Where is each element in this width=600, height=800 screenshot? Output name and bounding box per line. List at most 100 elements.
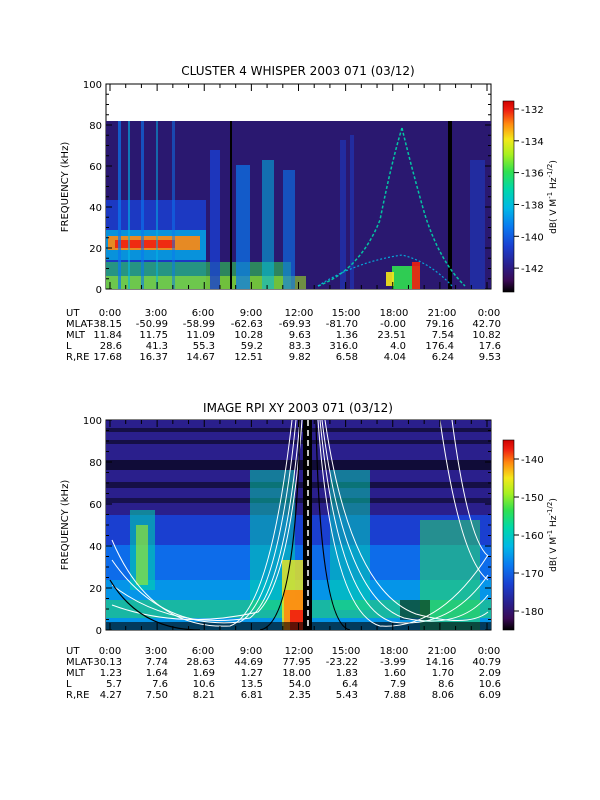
resonance-curve — [111, 420, 301, 622]
y-tick-label: 100 — [83, 80, 102, 91]
ephemeris-value: 5.43 — [336, 690, 358, 701]
colorbar-tick-label: -132 — [521, 105, 544, 116]
ephemeris-value: 17.6 — [479, 341, 501, 352]
y-tick-label: 20 — [89, 584, 102, 595]
ephemeris-value: 7.50 — [146, 690, 168, 701]
ephemeris-value: 11.09 — [186, 330, 215, 341]
ephemeris-value: -62.63 — [231, 319, 263, 330]
emission-band — [136, 525, 148, 585]
ephemeris-value: 41.3 — [146, 341, 168, 352]
colorbar-ticks: -132 -134 -136 -138 -140 -142 — [514, 105, 544, 275]
spectrogram — [106, 420, 491, 630]
y-tick-label: 40 — [89, 542, 102, 553]
ephemeris-value: 10.6 — [193, 679, 215, 690]
ephemeris-value: 8.21 — [193, 690, 215, 701]
ephemeris-value: 4.27 — [100, 690, 122, 701]
ephemeris-value: 1.64 — [146, 668, 168, 679]
ephemeris-value: 6.4 — [342, 679, 358, 690]
resonance-curve — [109, 579, 201, 630]
chart-title: CLUSTER 4 WHISPER 2003 071 (03/12) — [181, 64, 414, 78]
ephemeris-value: 15:00 — [332, 646, 361, 657]
ephemeris-value: 1.60 — [384, 668, 406, 679]
ephemeris-value: 12:00 — [285, 646, 314, 657]
ephemeris-value: 9.53 — [479, 352, 501, 363]
resonance-curves — [111, 420, 489, 627]
ephemeris-value: -23.22 — [326, 657, 358, 668]
y-tick-label: 80 — [89, 458, 102, 469]
ephemeris-value: 10.6 — [479, 679, 501, 690]
ephemeris-value: 44.69 — [234, 657, 263, 668]
ephemeris-value: 40.79 — [472, 657, 501, 668]
ephemeris-value: 1.70 — [432, 668, 454, 679]
ephemeris-row-label: L — [66, 341, 72, 352]
resonance-curve — [439, 420, 489, 581]
panel-image-rpi: IMAGE RPI XY 2003 071 (03/12) — [60, 401, 559, 701]
ephemeris-value: 14.16 — [425, 657, 454, 668]
ephemeris-value: 83.3 — [289, 341, 311, 352]
emission-band — [106, 276, 306, 289]
ephemeris-value: 21:00 — [428, 646, 457, 657]
ephemeris-row-label: MLT — [66, 330, 86, 341]
ephemeris-value: -81.70 — [326, 319, 358, 330]
noise-band — [106, 482, 491, 488]
ephemeris-value: 5.7 — [106, 679, 122, 690]
ephemeris-row-label: MLAT — [66, 319, 93, 330]
ephemeris-value: 9.63 — [289, 330, 311, 341]
ephemeris-value: 1.27 — [241, 668, 263, 679]
ephemeris-value: -30.13 — [90, 657, 122, 668]
ephemeris-value: 1.69 — [193, 668, 215, 679]
ephemeris-value: 6.24 — [432, 352, 454, 363]
ephemeris-value: 2.35 — [289, 690, 311, 701]
ephemeris-value: 9.82 — [289, 352, 311, 363]
ephemeris-value: 16.37 — [139, 352, 168, 363]
colorbar-tick-label: -170 — [521, 569, 544, 580]
colorbar: -132 -134 -136 -138 -140 -142 dB( V M-1 Hz-1/… — [502, 100, 559, 293]
emission-streak — [141, 121, 144, 289]
ephemeris-value: 18:00 — [380, 308, 409, 319]
ephemeris-value: 21:00 — [428, 308, 457, 319]
ephemeris-value: 7.74 — [146, 657, 168, 668]
resonance-curve — [324, 420, 489, 622]
ephemeris-row-label: MLAT — [66, 657, 93, 668]
emission-streak — [128, 121, 130, 289]
ephemeris-value: -69.93 — [279, 319, 311, 330]
ephemeris-value: 0:00 — [99, 646, 121, 657]
plasma-line — [401, 127, 466, 287]
colorbar-scale — [502, 439, 515, 631]
resonance-curve — [451, 420, 489, 557]
y-tick-label: 60 — [89, 162, 102, 173]
y-axis-label: FREQUENCY (kHz) — [60, 142, 71, 233]
ephemeris-value: 4.04 — [384, 352, 406, 363]
emission-streak — [118, 121, 121, 289]
y-axis: 0 20 40 60 80 100 — [83, 416, 491, 637]
ephemeris-value: 55.3 — [193, 341, 215, 352]
y-tick-label: 60 — [89, 500, 102, 511]
data-gap — [448, 121, 452, 289]
ephemeris-value: 12:00 — [285, 308, 314, 319]
resonance-curve — [111, 420, 303, 620]
ephemeris-value: -38.15 — [90, 319, 122, 330]
resonance-curve — [111, 420, 297, 624]
colorbar: -140 -150 -160 -170 -180 dB( V M-1 Hz-1/2) — [502, 439, 559, 631]
ephemeris-row-label: UT — [66, 308, 80, 319]
y-tick-label: 20 — [89, 244, 102, 255]
noise-band — [106, 498, 491, 503]
ephemeris-value: 17.68 — [93, 352, 122, 363]
ephemeris-value: -50.99 — [136, 319, 168, 330]
emission-streak — [172, 121, 175, 289]
resonance-curve — [321, 420, 489, 622]
y-tick-label: 80 — [89, 121, 102, 132]
ephemeris-value: 10.82 — [472, 330, 501, 341]
ephemeris-row-label: L — [66, 679, 72, 690]
ephemeris-value: 8.6 — [438, 679, 454, 690]
ephemeris-value: 6.58 — [336, 352, 358, 363]
resonance-curve — [259, 420, 301, 630]
data-gap — [230, 121, 232, 289]
colorbar-scale — [502, 100, 515, 293]
ephemeris-value: 0:00 — [99, 308, 121, 319]
y-tick-label: 40 — [89, 203, 102, 214]
ephemeris-value: 7.54 — [432, 330, 454, 341]
y-tick-label: 0 — [96, 626, 102, 637]
colorbar-label: dB( V M-1 Hz-1/2) — [546, 160, 559, 234]
